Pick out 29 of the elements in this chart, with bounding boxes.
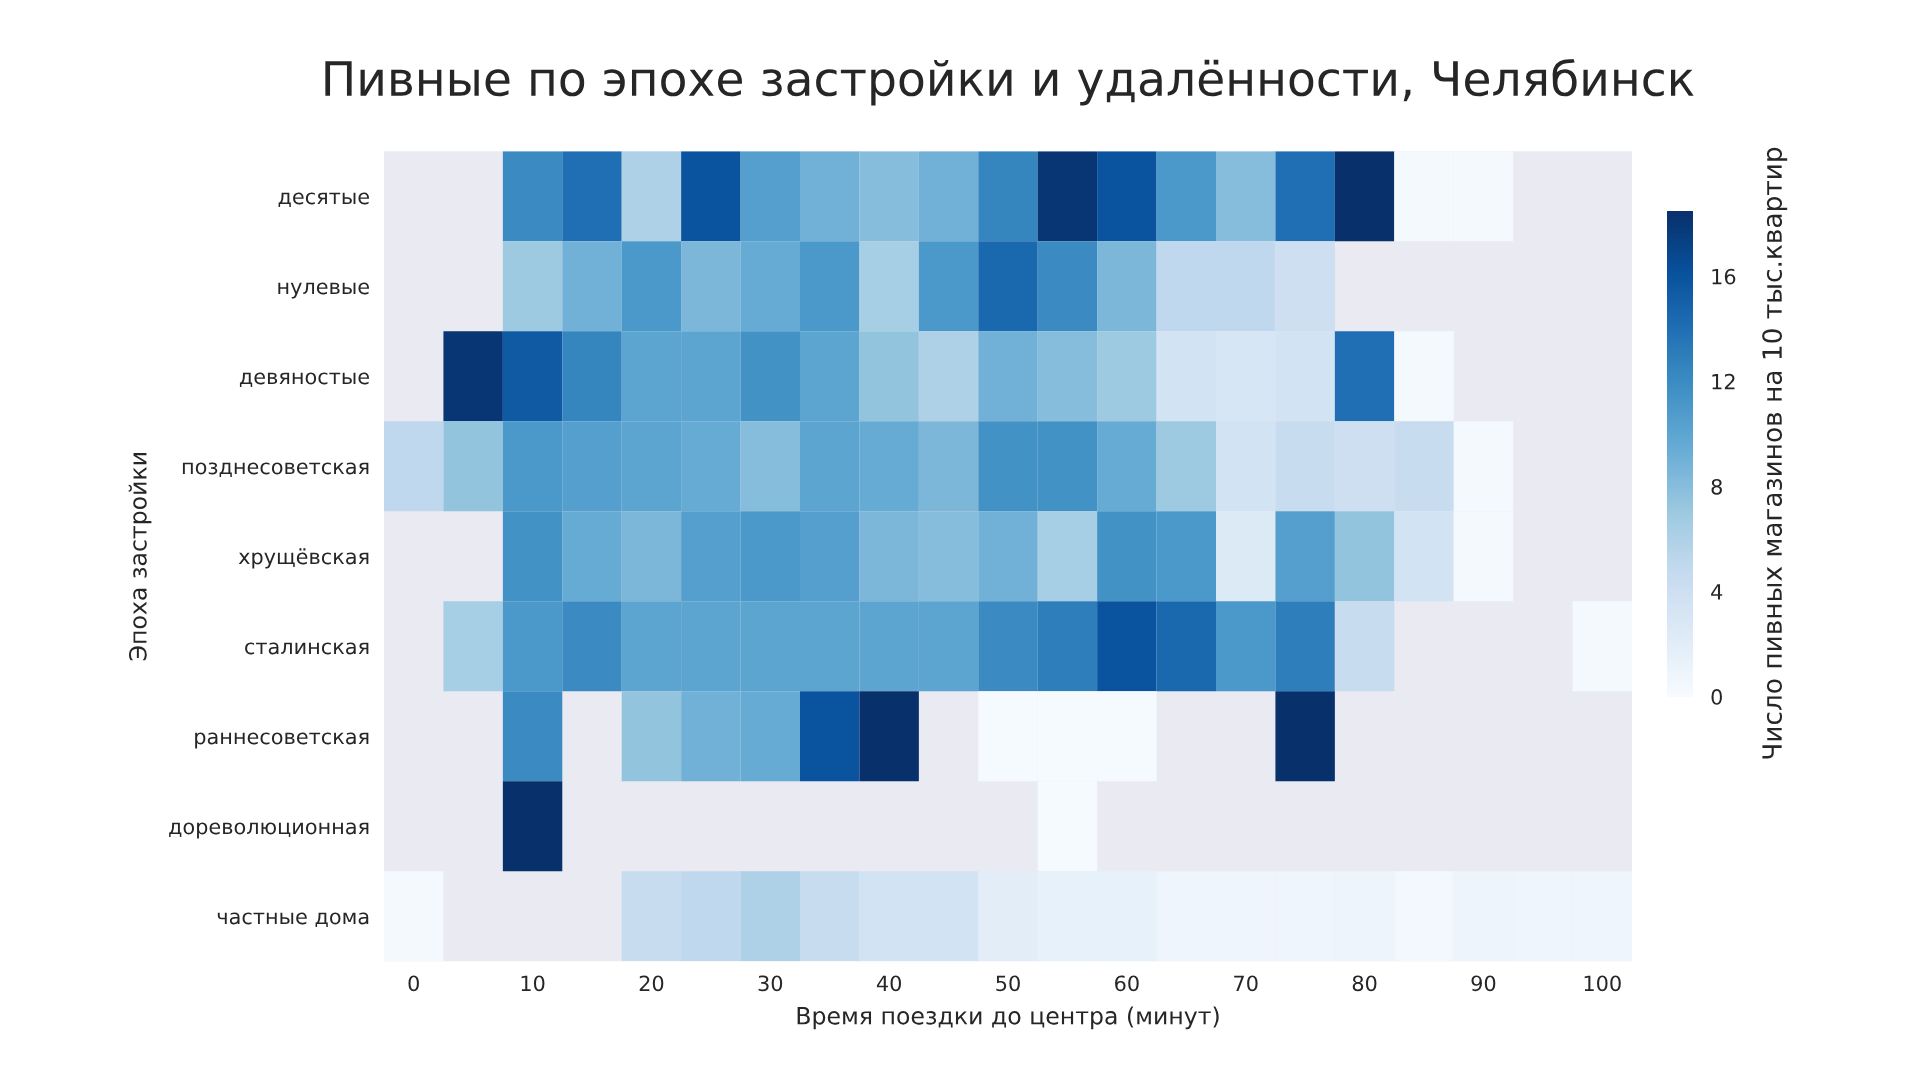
x-tick-label: 10 xyxy=(521,975,545,992)
color-bar-label: 4 xyxy=(1711,584,1723,600)
y-tick-label: нулевые xyxy=(278,282,369,299)
x-tick-label: 60 xyxy=(1115,975,1139,992)
x-tick-label: 70 xyxy=(1234,975,1258,992)
chart-title: Пивные по эпохе застройки и удалённости, Челябинск xyxy=(325,58,1694,106)
y-axis-title: Эпоха застройки xyxy=(128,453,152,661)
x-tick-label: 0 xyxy=(408,975,419,992)
y-tick-label: сталинская xyxy=(245,642,369,655)
x-tick-label: 80 xyxy=(1352,975,1377,992)
y-tick-label: позднесоветская xyxy=(182,462,369,477)
y-tick-label: хрущёвская xyxy=(238,548,369,569)
color-bar-label: 8 xyxy=(1711,478,1722,495)
y-tick-label: десятые xyxy=(278,192,369,207)
x-axis-title: Время поездки до центра (минут) xyxy=(797,1006,1219,1030)
y-tick-label: девяностые xyxy=(239,372,369,387)
x-tick-label: 20 xyxy=(639,975,664,992)
color-bar-label: 0 xyxy=(1711,689,1722,705)
x-tick-label: 50 xyxy=(996,975,1020,992)
color-bar-title: Число пивных магазинов на 10 тыс.квартир xyxy=(1762,147,1788,759)
color-bar-label: 12 xyxy=(1712,373,1735,390)
y-tick-label: дореволюционная xyxy=(169,822,369,839)
x-tick-label: 90 xyxy=(1471,975,1496,992)
x-tick-label: 40 xyxy=(876,975,902,992)
y-tick-label: раннесоветская xyxy=(195,732,369,749)
color-bar-label: 16 xyxy=(1712,268,1736,285)
y-tick-label: частные дома xyxy=(217,912,369,927)
x-tick-label: 100 xyxy=(1584,975,1621,992)
x-tick-label: 30 xyxy=(758,975,783,992)
